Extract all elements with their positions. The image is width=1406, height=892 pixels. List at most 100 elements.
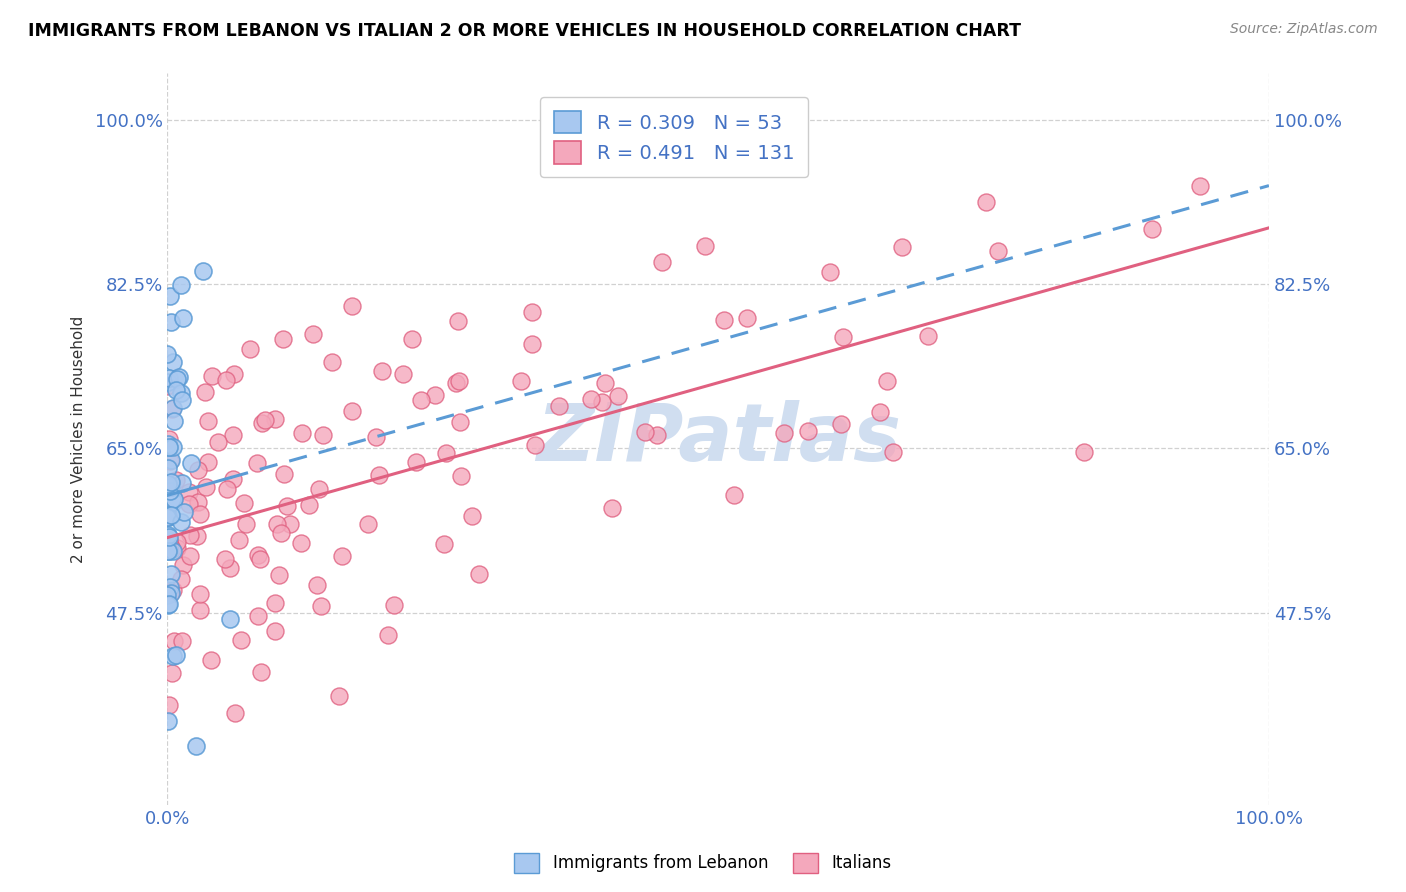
Point <box>156 376 179 390</box>
Point <box>797 424 820 438</box>
Point <box>382 598 405 612</box>
Point <box>219 561 242 575</box>
Point <box>160 401 183 416</box>
Point <box>197 454 219 468</box>
Point <box>224 367 246 381</box>
Point <box>162 495 184 509</box>
Point <box>160 666 183 681</box>
Point <box>510 374 533 388</box>
Point <box>876 374 898 388</box>
Point <box>156 598 179 612</box>
Point <box>308 483 330 497</box>
Point <box>159 483 181 498</box>
Point <box>160 541 183 556</box>
Point <box>1073 444 1095 458</box>
Point <box>159 452 181 467</box>
Point <box>405 455 427 469</box>
Point <box>191 264 214 278</box>
Point <box>340 404 363 418</box>
Point <box>215 373 238 387</box>
Point <box>447 314 470 328</box>
Point <box>156 588 179 602</box>
Point <box>1140 222 1163 236</box>
Point <box>166 534 188 549</box>
Point <box>524 438 547 452</box>
Point <box>224 706 246 720</box>
Text: IMMIGRANTS FROM LEBANON VS ITALIAN 2 OR MORE VEHICLES IN HOUSEHOLD CORRELATION C: IMMIGRANTS FROM LEBANON VS ITALIAN 2 OR … <box>28 22 1021 40</box>
Point <box>548 400 571 414</box>
Point <box>391 368 413 382</box>
Point <box>264 596 287 610</box>
Point <box>157 530 180 544</box>
Point <box>162 649 184 664</box>
Point <box>370 364 392 378</box>
Point <box>723 488 745 502</box>
Point <box>162 491 184 506</box>
Point <box>450 469 472 483</box>
Point <box>364 430 387 444</box>
Point <box>173 505 195 519</box>
Point <box>219 612 242 626</box>
Point <box>172 310 194 325</box>
Point <box>162 401 184 415</box>
Point <box>179 528 201 542</box>
Point <box>163 633 186 648</box>
Point <box>188 508 211 522</box>
Point <box>600 500 623 515</box>
Point <box>328 689 350 703</box>
Point <box>891 240 914 254</box>
Point <box>159 538 181 552</box>
Point <box>159 454 181 468</box>
Point <box>820 265 842 279</box>
Point <box>250 416 273 430</box>
Point <box>160 586 183 600</box>
Point <box>167 369 190 384</box>
Point <box>987 244 1010 259</box>
Point <box>249 551 271 566</box>
Point <box>157 440 180 454</box>
Point <box>157 597 180 611</box>
Point <box>522 304 544 318</box>
Point <box>882 445 904 459</box>
Point <box>321 355 343 369</box>
Point <box>250 665 273 680</box>
Point <box>157 510 180 524</box>
Point <box>222 472 245 486</box>
Point <box>290 536 312 550</box>
Point <box>188 587 211 601</box>
Point <box>194 385 217 400</box>
Point <box>409 392 432 407</box>
Point <box>298 499 321 513</box>
Point <box>305 578 328 592</box>
Point <box>247 548 270 562</box>
Point <box>165 383 187 397</box>
Point <box>276 499 298 513</box>
Point <box>832 329 855 343</box>
Point <box>377 628 399 642</box>
Point <box>159 580 181 594</box>
Point <box>170 573 193 587</box>
Point <box>156 461 179 475</box>
Point <box>228 533 250 547</box>
Point <box>467 566 489 581</box>
Point <box>156 714 179 729</box>
Point <box>160 508 183 523</box>
Point <box>271 332 294 346</box>
Point <box>229 632 252 647</box>
Text: ZIPatlas: ZIPatlas <box>536 400 901 478</box>
Point <box>156 379 179 393</box>
Point <box>159 479 181 493</box>
Point <box>264 624 287 638</box>
Point <box>1188 179 1211 194</box>
Point <box>651 255 673 269</box>
Point <box>447 374 470 388</box>
Point <box>214 552 236 566</box>
Point <box>188 603 211 617</box>
Point <box>170 278 193 293</box>
Point <box>217 482 239 496</box>
Point <box>591 394 613 409</box>
Point <box>309 599 332 613</box>
Point <box>179 549 201 563</box>
Point <box>187 463 209 477</box>
Point <box>446 376 468 390</box>
